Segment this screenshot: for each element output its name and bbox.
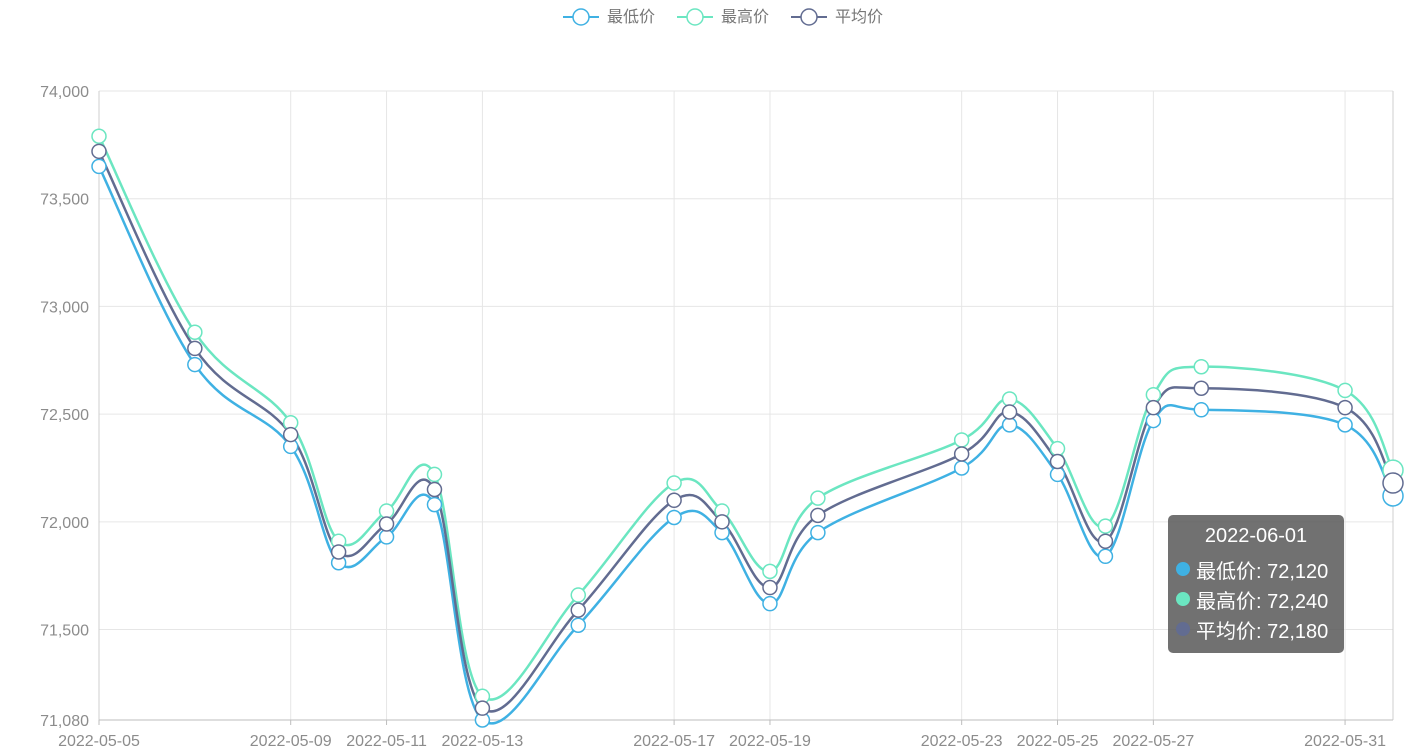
x-tick-label: 2022-05-05 [58, 733, 140, 750]
data-point-2 [762, 579, 778, 596]
data-point-1 [1337, 382, 1353, 399]
x-tick-label: 2022-05-27 [1112, 733, 1194, 750]
tooltip-value-low: 最低价: 72,120 [1196, 560, 1329, 583]
legend-marker-0 [572, 8, 590, 26]
x-tick-label: 2022-05-25 [1017, 733, 1099, 750]
data-point-0 [953, 460, 970, 476]
tooltip-row-avg: 平均价: 72,180 [1176, 614, 1336, 644]
x-tick-label: 2022-05-17 [633, 733, 715, 750]
tooltip-value-avg: 平均价: 72,180 [1196, 620, 1329, 643]
data-point-1 [378, 503, 395, 519]
data-point-2 [666, 492, 682, 509]
x-tick-label: 2022-05-11 [346, 733, 427, 750]
data-point-0 [187, 356, 203, 373]
tooltip-dot-low [1176, 562, 1190, 576]
x-tick-label: 2022-05-23 [921, 733, 1003, 750]
legend: 最低价 最高价 平均价 [563, 8, 883, 26]
y-tick-label: 71,500 [40, 623, 89, 640]
data-point-1 [1001, 391, 1018, 407]
legend-label-0: 最低价 [607, 8, 655, 26]
data-point-2 [1337, 399, 1353, 416]
data-point-1 [953, 432, 970, 448]
data-point-1 [762, 563, 778, 580]
x-tick-label: 2022-05-09 [250, 733, 332, 750]
legend-marker-2 [800, 8, 818, 26]
data-point-2 [187, 340, 203, 357]
legend-marker-1 [686, 8, 704, 26]
tooltip-dot-avg [1176, 622, 1190, 636]
data-point-1 [91, 128, 107, 144]
data-point-1 [666, 475, 682, 491]
tooltip-dot-high [1176, 592, 1190, 606]
data-point-0 [378, 529, 395, 545]
data-point-0 [810, 524, 826, 541]
y-tick-label: 73,000 [40, 299, 89, 316]
data-point-2 [1193, 380, 1210, 397]
data-point-1 [1145, 386, 1162, 403]
data-point-0 [1193, 402, 1210, 418]
y-tick-label: 72,500 [40, 407, 89, 424]
data-point-0 [1145, 412, 1162, 429]
data-point-0 [426, 496, 443, 513]
series [91, 128, 1404, 728]
data-point-2 [810, 507, 826, 524]
data-point-2 [378, 516, 395, 532]
data-point-2 [426, 481, 443, 498]
data-point-2 [953, 446, 970, 462]
y-tick-label: 73,500 [40, 192, 89, 209]
data-point-2 [1145, 399, 1162, 416]
data-point-2 [714, 514, 730, 530]
data-point-2 [330, 544, 347, 560]
data-point-1 [1097, 518, 1114, 534]
data-point-2 [570, 602, 587, 618]
data-point-1 [810, 490, 826, 506]
tooltip-row-high: 最高价: 72,240 [1176, 584, 1336, 614]
data-point-2 [1049, 453, 1066, 470]
legend-label-2: 平均价 [835, 8, 883, 26]
tooltip-row-low: 最低价: 72,120 [1176, 554, 1336, 584]
tooltip-value-high: 最高价: 72,240 [1196, 590, 1329, 613]
data-point-0 [1097, 548, 1114, 565]
data-point-1 [570, 587, 587, 603]
data-point-0 [666, 509, 682, 526]
x-tick-label: 2022-05-13 [441, 733, 523, 750]
y-tick-label: 71,080 [40, 713, 89, 730]
data-point-0 [1337, 417, 1353, 433]
tooltip-title: 2022-06-01 [1204, 525, 1308, 547]
data-point-1 [426, 466, 443, 483]
data-point-2 [1097, 533, 1114, 549]
tooltip: 2022-06-01 最低价: 72,120 最高价: 72,240 平均价: … [1168, 515, 1344, 653]
data-point-0 [762, 595, 778, 612]
data-point-0 [1049, 466, 1066, 483]
x-tick-label: 2022-05-19 [729, 733, 811, 750]
legend-label-1: 最高价 [721, 8, 769, 26]
data-point-2 [1382, 472, 1404, 494]
data-point-1 [187, 324, 203, 341]
data-point-1 [1193, 358, 1210, 375]
data-point-1 [1049, 440, 1066, 457]
data-point-0 [91, 158, 107, 175]
axes: 74,000 73,500 73,000 72,500 72,000 71,500 71,0… [40, 84, 1394, 750]
data-point-2 [1001, 404, 1018, 420]
y-tick-label: 74,000 [40, 84, 89, 101]
data-point-0 [570, 617, 587, 633]
data-point-2 [91, 143, 107, 160]
y-tick-label: 72,000 [40, 515, 89, 532]
data-point-2 [282, 426, 299, 443]
x-tick-label: 2022-05-31 [1304, 733, 1386, 750]
data-point-0 [1001, 417, 1018, 433]
grid [98, 90, 1393, 721]
data-point-2 [474, 700, 491, 716]
